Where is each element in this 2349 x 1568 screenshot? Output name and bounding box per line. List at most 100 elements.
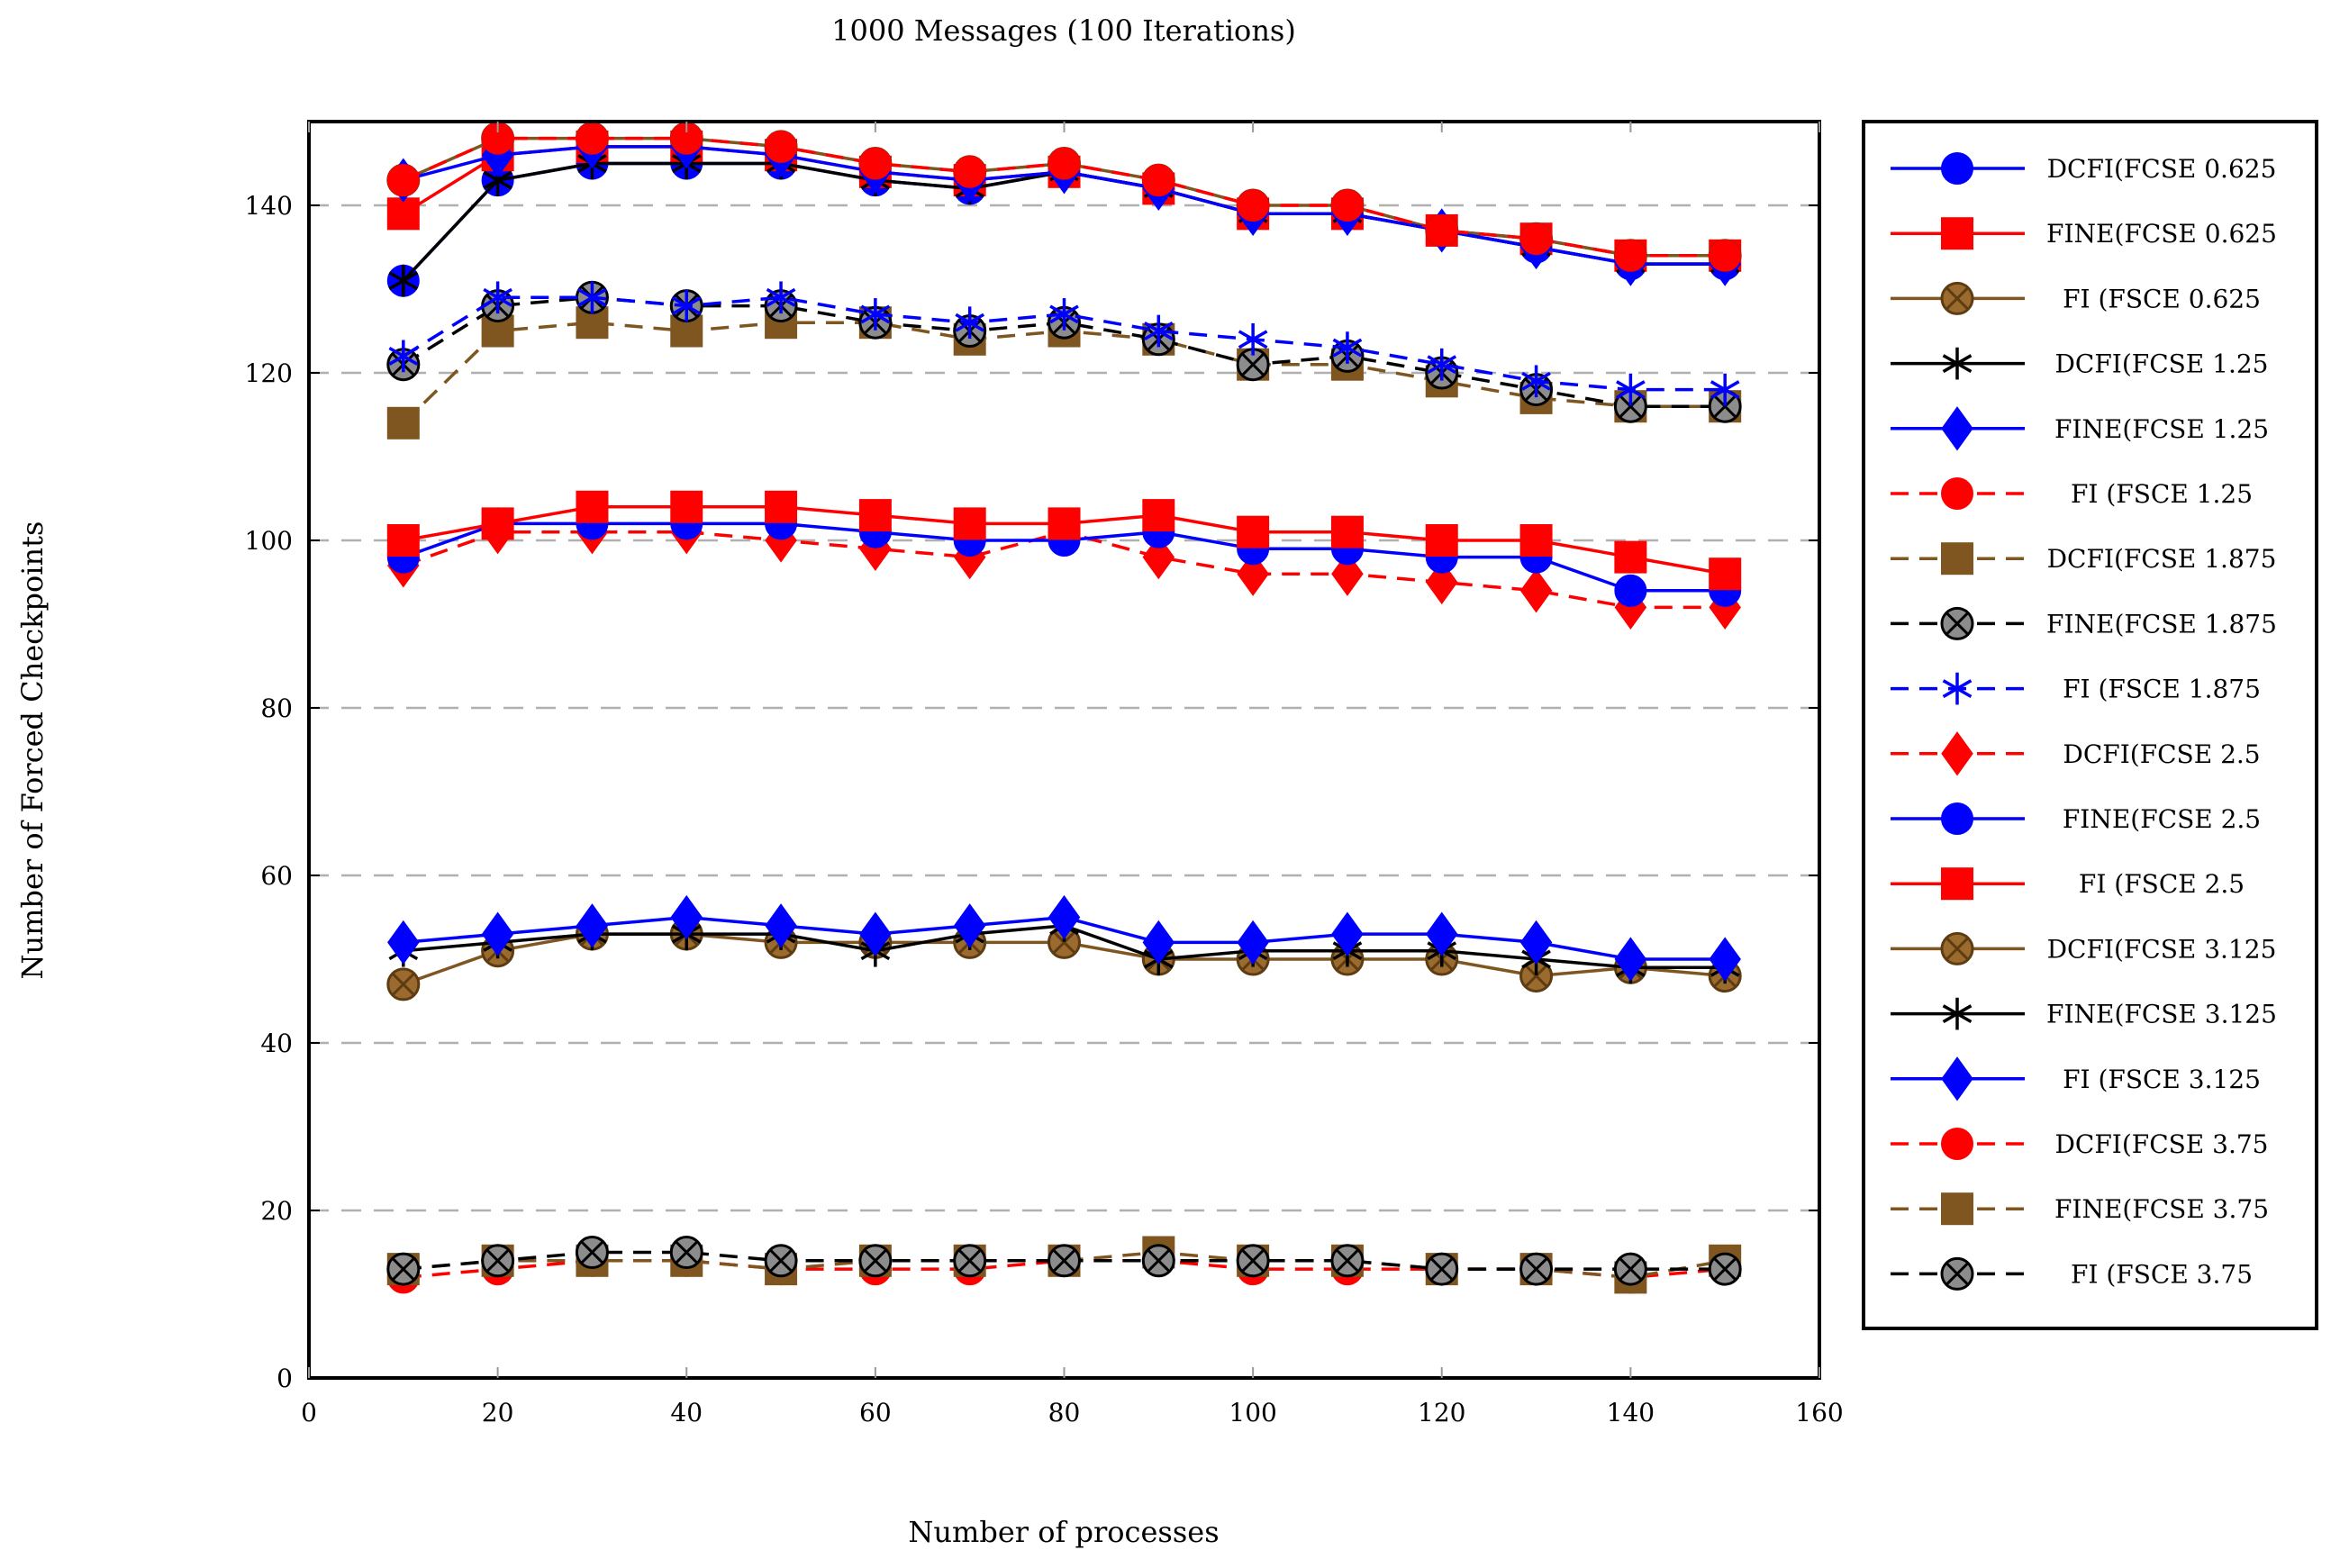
data-point [1048, 507, 1081, 540]
legend-frame [1862, 120, 2318, 1330]
axis-ticks: 0 20 40 60 80 100 120 140 0 20 40 60 80 100 120 140 160 [245, 122, 1844, 1428]
y-tick-label: 120 [245, 358, 293, 388]
data-point [1425, 1252, 1459, 1286]
data-point [1614, 540, 1647, 574]
legend-label: FINE(FCSE 0.625 [2046, 219, 2277, 249]
series-18 [386, 1236, 1742, 1286]
data-point [1941, 731, 1973, 776]
data-point [1048, 925, 1081, 959]
data-point [1616, 373, 1646, 406]
data-point [1941, 1128, 1973, 1160]
y-tick-label: 140 [245, 191, 293, 221]
grid-lines [309, 204, 1819, 1212]
data-point [765, 903, 797, 948]
data-point [1049, 298, 1079, 331]
data-point [1331, 911, 1364, 956]
data-point [1942, 997, 1973, 1030]
legend-label: FINE(FCSE 3.75 [2054, 1194, 2269, 1224]
legend-label: FINE(FCSE 3.125 [2046, 1000, 2277, 1029]
data-point [764, 1244, 798, 1278]
legend-label: DCFI(FCSE 1.875 [2047, 544, 2277, 574]
x-tick-label: 20 [482, 1398, 514, 1428]
legend-label: FI (FSCE 1.875 [2063, 675, 2261, 704]
data-point [766, 281, 796, 314]
data-point [1237, 515, 1270, 548]
data-point [1427, 348, 1457, 381]
data-point [1237, 920, 1269, 965]
data-point [1330, 515, 1364, 548]
data-point [1613, 389, 1647, 423]
legend-label: FINE(FCSE 1.875 [2046, 609, 2277, 639]
legend-item: FI (FSCE 2.5 [1891, 867, 2245, 901]
data-point [1425, 911, 1458, 956]
data-point [669, 1236, 703, 1269]
legend-item: FI (FSCE 1.25 [1891, 477, 2253, 510]
data-point [1519, 568, 1553, 613]
data-point [1237, 551, 1269, 596]
legend-label: FI (FSCE 3.75 [2071, 1259, 2253, 1289]
data-point [1236, 348, 1270, 382]
y-axis-title: Number of Forced Checkpoints [15, 521, 50, 980]
data-point [481, 1244, 515, 1278]
data-point [1614, 937, 1647, 982]
data-point [1143, 314, 1174, 348]
data-point [1941, 1056, 1973, 1101]
x-tick-label: 40 [670, 1398, 703, 1428]
data-point [386, 197, 420, 231]
data-point [953, 507, 986, 540]
data-point [1519, 524, 1553, 557]
data-point [858, 147, 892, 180]
data-point [953, 1244, 987, 1278]
series-layer [386, 122, 1742, 1294]
x-axis-title: Number of processes [908, 1515, 1219, 1549]
legend-label: DCFI(FCSE 1.25 [2054, 349, 2268, 379]
data-point [1614, 239, 1647, 272]
legend-item: DCFI(FCSE 3.125 [1891, 931, 2276, 965]
series-9 [388, 281, 1740, 406]
legend-item: FINE(FCSE 0.625 [1891, 217, 2277, 250]
data-point [953, 155, 986, 188]
x-tick-label: 160 [1795, 1398, 1843, 1428]
data-point [953, 903, 986, 948]
data-point [1942, 347, 1973, 380]
legend-item: FINE(FCSE 2.5 [1891, 802, 2261, 835]
data-point [1614, 574, 1647, 607]
legend-item: DCFI(FCSE 0.625 [1891, 152, 2276, 185]
data-point [1142, 164, 1175, 197]
data-point [386, 1252, 421, 1286]
data-point [1331, 551, 1364, 596]
data-point [1142, 920, 1175, 965]
data-point [576, 122, 609, 155]
legend-item: DCFI(FCSE 3.75 [1891, 1128, 2269, 1160]
data-point [1709, 557, 1742, 591]
data-point [1238, 322, 1268, 356]
series-line [403, 1250, 1726, 1271]
data-point [671, 289, 702, 322]
data-point [1941, 802, 1973, 835]
legend-item: FINE(FCSE 1.25 [1891, 406, 2269, 451]
data-point [577, 281, 607, 314]
legend-label: FI (FSCE 3.125 [2063, 1065, 2261, 1094]
data-point [1940, 931, 1974, 965]
data-point [1709, 937, 1741, 982]
legend-label: FINE(FCSE 2.5 [2063, 804, 2261, 834]
y-tick-label: 40 [260, 1029, 293, 1058]
data-point [1941, 406, 1973, 451]
legend-item: DCFI(FCSE 2.5 [1891, 731, 2261, 776]
data-point [1236, 1244, 1270, 1278]
data-point [1048, 147, 1081, 180]
y-tick-label: 100 [245, 526, 293, 556]
x-tick-label: 140 [1607, 1398, 1655, 1428]
data-point [1942, 672, 1973, 705]
data-point [1708, 1252, 1742, 1286]
data-point [481, 507, 514, 540]
series-15 [387, 894, 1741, 982]
data-point [481, 911, 514, 956]
data-point [765, 490, 798, 523]
legend: DCFI(FCSE 0.625 FINE(FCSE 0.625 FI (FSCE 0… [1862, 120, 2318, 1330]
y-tick-label: 20 [260, 1196, 293, 1226]
data-point [1519, 1252, 1554, 1286]
data-point [576, 490, 609, 523]
y-tick-label: 80 [260, 693, 293, 723]
